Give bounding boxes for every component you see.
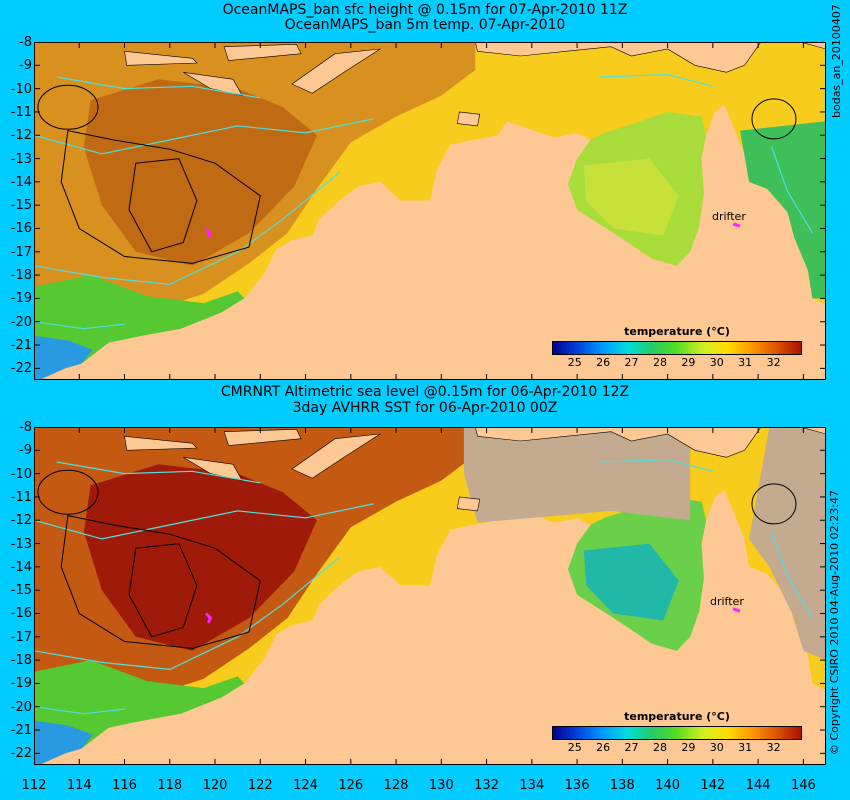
x-tick-label: 120 [202,778,228,793]
drifter-label: drifter [712,210,746,223]
x-tick-label: 146 [790,778,816,793]
bottom-side-label: © Copyright CSIRO 2010 04-Aug-2010 02:23… [828,489,841,755]
bottom-map-panel[interactable]: drifter temperature (°C) 25 26 27 28 29 30 31 3… [34,427,826,765]
x-tick-label: 144 [745,778,771,793]
x-tick-label: 124 [293,778,318,793]
y-tick-label: -13 [10,151,32,167]
y-tick-label: -10 [10,81,32,97]
x-tick-label: 132 [474,778,499,793]
colorbar-tick-label: 29 [681,356,696,369]
colorbar-tick-label: 26 [596,356,611,369]
colorbar-tick-label: 30 [709,356,724,369]
y-tick-label: -21 [10,723,32,739]
colorbar-tick-label: 31 [738,356,753,369]
x-tick-label: 136 [564,778,590,793]
y-tick-label: -19 [10,291,32,307]
x-tick-label: 128 [383,778,409,793]
x-tick-label: 140 [655,778,681,793]
y-tick-label: -12 [10,128,32,144]
x-tick-label: 134 [519,778,545,793]
y-tick-label: -9 [19,58,32,74]
y-tick-label: -11 [10,104,32,120]
top-map-svg [34,42,826,380]
colorbar-tick-label: 31 [738,741,753,754]
y-tick-label: -14 [10,174,32,190]
x-tick-label: 112 [21,778,47,793]
colorbar-tick-label: 32 [766,741,781,754]
x-tick-label: 126 [338,778,364,793]
y-tick-label: -19 [10,676,32,692]
y-tick-label: -15 [10,198,32,214]
y-tick-label: -17 [10,244,32,260]
y-tick-label: -18 [10,653,32,669]
colorbar-tick-label: 28 [652,741,667,754]
x-tick-label: 130 [428,778,454,793]
colorbar-title: temperature (°C) [624,710,730,723]
bottom-title-line2: 3day AVHRR SST for 06-Apr-2010 00Z [292,400,558,416]
colorbar-ticks: 25 26 27 28 29 30 31 32 [552,355,802,369]
top-side-label: bodas_an_20100407 [830,4,843,118]
x-tick-label: 118 [157,778,183,793]
colorbar-tick-label: 28 [652,356,667,369]
x-tick-label: 122 [247,778,273,793]
y-tick-label: -22 [10,746,32,762]
y-tick-label: -20 [10,699,32,715]
y-tick-label: -8 [19,35,32,50]
top-map-panel[interactable]: drifter temperature (°C) 25 26 27 28 29 30 31 3… [34,42,826,380]
colorbar-tick-label: 29 [681,741,696,754]
drifter-label: drifter [710,595,744,608]
y-tick-label: -18 [10,268,32,284]
colorbar-gradient [552,341,802,355]
y-tick-label: -14 [10,559,32,575]
y-tick-label: -9 [19,443,32,459]
colorbar-gradient [552,726,802,740]
y-tick-label: -16 [10,606,32,622]
y-tick-label: -8 [19,420,32,435]
y-tick-label: -21 [10,338,32,354]
colorbar-tick-label: 27 [624,356,639,369]
x-tick-label: 138 [609,778,635,793]
x-tick-label: 114 [66,778,92,793]
colorbar-ticks: 25 26 27 28 29 30 31 32 [552,740,802,754]
y-tick-label: -17 [10,629,32,645]
bottom-colorbar: temperature (°C) 25 26 27 28 29 30 31 32 [552,710,802,754]
x-tick-label: 142 [700,778,726,793]
y-tick-label: -13 [10,536,32,552]
bottom-map-svg [34,427,826,765]
top-colorbar: temperature (°C) 25 26 27 28 29 30 31 32 [552,325,802,369]
top-title-line2: OceanMAPS_ban 5m temp. 07-Apr-2010 [284,17,566,33]
colorbar-tick-label: 25 [567,356,582,369]
y-tick-label: -11 [10,489,32,505]
y-tick-label: -15 [10,583,32,599]
colorbar-tick-label: 25 [567,741,582,754]
y-tick-label: -22 [10,361,32,377]
y-tick-label: -16 [10,221,32,237]
colorbar-tick-label: 26 [596,741,611,754]
x-tick-label: 116 [112,778,137,793]
colorbar-tick-label: 27 [624,741,639,754]
bottom-title-line1: CMRNRT Altimetric sea level @0.15m for 0… [220,384,630,400]
y-tick-label: -20 [10,314,32,330]
colorbar-tick-label: 30 [709,741,724,754]
top-title-line1: OceanMAPS_ban sfc height @ 0.15m for 07-… [222,2,628,18]
y-tick-label: -10 [10,466,32,482]
colorbar-title: temperature (°C) [624,325,730,338]
colorbar-tick-label: 32 [766,356,781,369]
y-tick-label: -12 [10,513,32,529]
